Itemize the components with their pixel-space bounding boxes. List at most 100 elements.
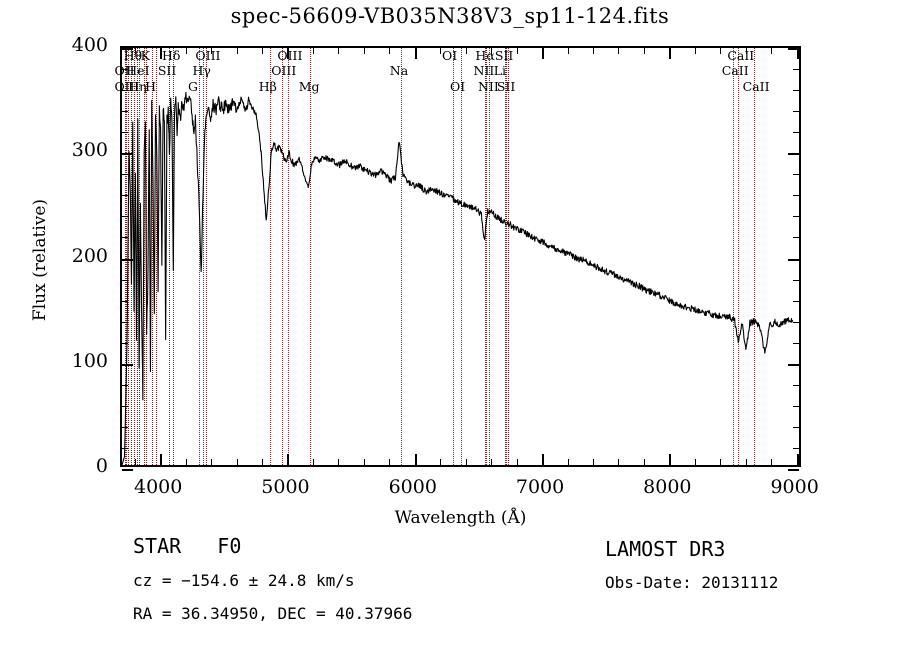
y-tick-220 [122, 237, 128, 239]
y-tick-right-340 [793, 111, 799, 113]
x-tick-8800 [771, 459, 773, 465]
line-label-Na-5890: Na [389, 63, 409, 78]
y-tick-260 [122, 195, 128, 197]
x-tick-7600 [618, 459, 620, 465]
y-tick-label-300: 300 [71, 139, 108, 162]
x-tick-8400 [720, 459, 722, 465]
x-tick-top-7600 [618, 48, 620, 54]
x-axis-title: Wavelength (Å) [394, 508, 527, 528]
x-tick-top-6000 [414, 48, 417, 59]
x-tick-label-7000: 7000 [515, 476, 565, 498]
marker-line-HeI [137, 48, 139, 465]
x-tick-top-7800 [643, 48, 645, 54]
y-tick-right-220 [793, 237, 799, 239]
marker-line-NII [484, 48, 486, 465]
marker-line-H [203, 48, 205, 465]
line-label-Mg-5175: Mg [298, 79, 320, 94]
y-tick-140 [122, 321, 128, 323]
y-tick-right-380 [793, 69, 799, 71]
line-label-Li-6707: Li [493, 63, 507, 78]
line-label-CaII-8498: CaII [721, 63, 749, 78]
footer-spectral-class-text: F0 [217, 534, 242, 558]
line-label-NII-6548: NII [473, 63, 495, 78]
footer-survey: LAMOST DR3 [605, 537, 726, 561]
x-tick-5600 [363, 459, 365, 465]
y-tick-180 [122, 279, 128, 281]
x-tick-6800 [516, 459, 518, 465]
x-tick-6000 [414, 454, 417, 465]
line-label-CaII-8662: CaII [742, 79, 770, 94]
line-label-SII-4068: SII [157, 63, 177, 78]
y-tick-0 [122, 469, 133, 471]
x-tick-4200 [185, 459, 187, 465]
x-tick-7000 [542, 454, 545, 465]
x-tick-8200 [694, 459, 696, 465]
x-tick-label-5000: 5000 [261, 476, 310, 498]
x-tick-5800 [389, 459, 391, 465]
marker-line-OI [460, 48, 462, 465]
marker-line-CaII [732, 48, 734, 465]
x-tick-top-4200 [185, 48, 187, 54]
x-tick-top-6200 [440, 48, 442, 54]
y-tick-right-200 [788, 258, 799, 261]
x-tick-top-8000 [669, 48, 672, 59]
y-tick-200 [122, 258, 133, 261]
y-tick-120 [122, 342, 128, 344]
x-tick-6400 [465, 459, 467, 465]
x-tick-top-7200 [567, 48, 569, 54]
y-tick-right-0 [788, 469, 799, 471]
x-tick-top-5200 [312, 48, 314, 54]
footer-obs-date: Obs-Date: 20131112 [605, 573, 779, 592]
y-tick-right-160 [793, 300, 799, 302]
y-tick-right-140 [793, 321, 799, 323]
line-label-OI-6363: OI [449, 79, 466, 94]
line-label-H-6563: Hα [475, 48, 495, 63]
y-tick-40 [122, 426, 128, 428]
x-tick-top-4000 [160, 48, 163, 59]
marker-line-H [486, 48, 488, 465]
x-tick-top-3800 [134, 48, 136, 54]
marker-line-Mg [309, 48, 311, 465]
y-tick-right-360 [793, 90, 799, 92]
line-label-CaII-8542: CaII [727, 48, 755, 63]
x-tick-8000 [669, 454, 672, 465]
x-tick-label-9000: 9000 [770, 476, 819, 498]
x-tick-6200 [440, 459, 442, 465]
y-tick-right-320 [793, 132, 799, 134]
y-tick-right-120 [793, 342, 799, 344]
y-tick-right-100 [788, 363, 799, 366]
marker-line-H12 [128, 48, 130, 465]
plot-frame: Hθ K Hδ OIII OIII OI Hα SII CaII OII HeI SII Hγ OIII N… [114, 46, 801, 471]
line-label-H-4101: Hδ [162, 48, 181, 63]
x-tick-4800 [262, 459, 264, 465]
marker-line-OI [452, 48, 454, 465]
y-tick-right-20 [793, 447, 799, 449]
marker-line-OIII [288, 48, 290, 465]
x-tick-top-8400 [720, 48, 722, 54]
x-tick-top-8800 [771, 48, 773, 54]
x-tick-label-6000: 6000 [388, 476, 437, 498]
x-tick-label-4000: 4000 [133, 476, 183, 498]
y-tick-160 [122, 300, 128, 302]
x-tick-top-8200 [694, 48, 696, 54]
x-tick-7400 [592, 459, 594, 465]
line-label-SII-6716: SII [494, 48, 514, 63]
x-tick-3800 [134, 459, 136, 465]
x-tick-5000 [287, 454, 290, 465]
y-tick-360 [122, 90, 128, 92]
y-tick-right-260 [793, 195, 799, 197]
line-label-H-3968: H [145, 79, 157, 94]
line-label-OI-6300: OI [441, 48, 458, 63]
x-tick-top-5600 [363, 48, 365, 54]
marker-line-SII [507, 48, 509, 465]
x-tick-top-6400 [465, 48, 467, 54]
marker-line-OII [125, 48, 127, 465]
x-tick-6600 [491, 459, 493, 465]
line-label-OIII-4363: OIII [195, 48, 221, 63]
footer-object-type-text: STAR [133, 534, 182, 558]
y-tick-380 [122, 69, 128, 71]
x-tick-top-5000 [287, 48, 290, 59]
x-tick-label-8000: 8000 [643, 476, 692, 498]
line-label-K-3933: K [140, 48, 150, 63]
y-tick-right-300 [788, 153, 799, 156]
